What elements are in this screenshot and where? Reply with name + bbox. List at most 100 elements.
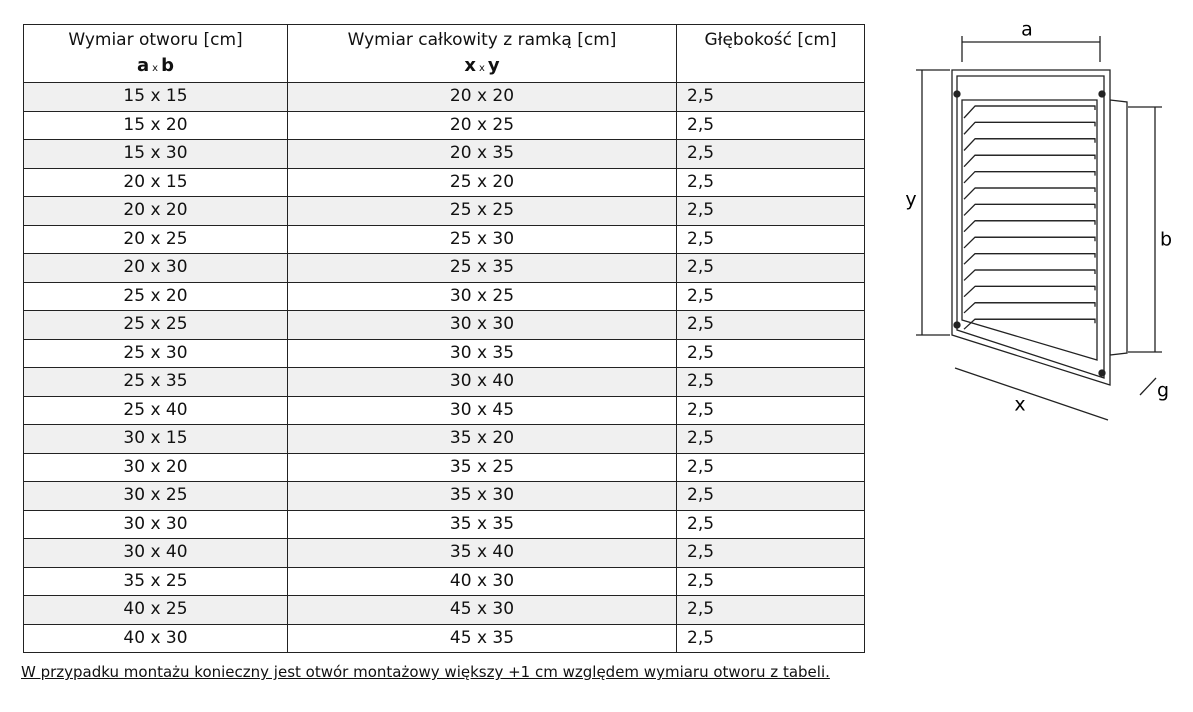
table-cell: 2,5 [676,310,865,340]
table-cell: 30 x 20 [23,452,288,482]
table-row: 25 x 20 30 x 25 2,5 [23,281,865,311]
dim-label: x [1014,394,1025,416]
table-row: 35 x 25 40 x 30 2,5 [23,566,865,596]
table-row: 40 x 30 45 x 35 2,5 [23,623,865,653]
table-cell: 2,5 [676,452,865,482]
diagram: a y b x g [905,19,1172,421]
table-cell: 30 x 15 [23,424,288,454]
table-cell: 25 x 35 [287,253,677,283]
column-header: Głębokość [cm] [676,24,865,83]
table-cell: 20 x 25 [23,224,288,254]
table-cell: 2,5 [676,538,865,568]
table-cell: 2,5 [676,281,865,311]
table-row: 15 x 15 20 x 20 2,5 [23,82,865,112]
table-cell: 30 x 45 [287,395,677,425]
dim-label: a [1021,19,1033,41]
table-cell: 2,5 [676,424,865,454]
dim-symbol: x [152,63,159,74]
table-cell: 30 x 35 [287,338,677,368]
table-cell: 2,5 [676,139,865,169]
table-cell: 45 x 35 [287,623,677,653]
table-cell: 40 x 30 [23,623,288,653]
table-row: 30 x 30 35 x 35 2,5 [23,509,865,539]
table-cell: 2,5 [676,253,865,283]
dim-symbol: x [478,63,485,74]
table-row: 20 x 20 25 x 25 2,5 [23,196,865,226]
table-cell: 2,5 [676,566,865,596]
dim-symbol: a [137,55,150,76]
size-table: Wymiar otworu [cm] a x b Wymiar całkowity z … [23,24,865,653]
table-cell: 2,5 [676,338,865,368]
table-cell: 2,5 [676,395,865,425]
table-row: 20 x 15 25 x 20 2,5 [23,167,865,197]
table-row: 30 x 40 35 x 40 2,5 [23,538,865,568]
table-row: 20 x 25 25 x 30 2,5 [23,224,865,254]
column-header: Wymiar całkowity z ramką [cm] x x y [287,24,677,83]
table-cell: 2,5 [676,481,865,511]
table-cell: 30 x 40 [23,538,288,568]
column-header: Wymiar otworu [cm] a x b [23,24,288,83]
table-cell: 30 x 40 [287,367,677,397]
table-row: 25 x 25 30 x 30 2,5 [23,310,865,340]
table-cell: 20 x 25 [287,110,677,140]
table-row: 30 x 20 35 x 25 2,5 [23,452,865,482]
table-cell: 35 x 20 [287,424,677,454]
table-cell: 35 x 25 [23,566,288,596]
table-cell: 30 x 30 [287,310,677,340]
table-cell: 20 x 30 [23,253,288,283]
note: W przypadku montażu konieczny jest otwór… [21,663,830,681]
table-row: 30 x 15 35 x 20 2,5 [23,424,865,454]
table-cell: 25 x 30 [287,224,677,254]
table-cell: 25 x 40 [23,395,288,425]
table-cell: 20 x 35 [287,139,677,169]
table-cell: 45 x 30 [287,595,677,625]
table-cell: 25 x 20 [23,281,288,311]
table-cell: 30 x 25 [23,481,288,511]
table-row: 20 x 30 25 x 35 2,5 [23,253,865,283]
table-cell: 2,5 [676,595,865,625]
table-row: 25 x 40 30 x 45 2,5 [23,395,865,425]
table-cell: 35 x 30 [287,481,677,511]
dim-label: y [905,189,916,211]
dim-symbol: x [464,55,476,76]
table-row: 15 x 20 20 x 25 2,5 [23,110,865,140]
table-cell: 2,5 [676,623,865,653]
dim-symbol: b [161,55,174,76]
table-cell: 25 x 20 [287,167,677,197]
table-cell: 40 x 25 [23,595,288,625]
table-cell: 25 x 25 [287,196,677,226]
header-label: Wymiar otworu [cm] [68,30,243,50]
table-cell: 20 x 15 [23,167,288,197]
header-label: Głębokość [cm] [704,30,837,50]
table-row: 25 x 30 30 x 35 2,5 [23,338,865,368]
table-cell: 2,5 [676,167,865,197]
table-cell: 15 x 15 [23,82,288,112]
table-cell: 25 x 25 [23,310,288,340]
table-cell: 15 x 30 [23,139,288,169]
table-cell: 40 x 30 [287,566,677,596]
dim-label: g [1157,380,1169,402]
table-cell: 2,5 [676,196,865,226]
table-cell: 2,5 [676,110,865,140]
table-row: 40 x 25 45 x 30 2,5 [23,595,865,625]
table-cell: 25 x 30 [23,338,288,368]
table-cell: 35 x 40 [287,538,677,568]
table-cell: 2,5 [676,82,865,112]
table-row: 30 x 25 35 x 30 2,5 [23,481,865,511]
table-cell: 15 x 20 [23,110,288,140]
table-cell: 30 x 30 [23,509,288,539]
table-cell: 30 x 25 [287,281,677,311]
table-cell: 2,5 [676,224,865,254]
table-cell: 20 x 20 [287,82,677,112]
table-cell: 35 x 25 [287,452,677,482]
table-cell: 25 x 35 [23,367,288,397]
table-cell: 2,5 [676,367,865,397]
table-cell: 20 x 20 [23,196,288,226]
table-cell: 2,5 [676,509,865,539]
table-cell: 35 x 35 [287,509,677,539]
dim-symbol: y [487,55,500,76]
header-label: Wymiar całkowity z ramką [cm] [347,30,617,50]
